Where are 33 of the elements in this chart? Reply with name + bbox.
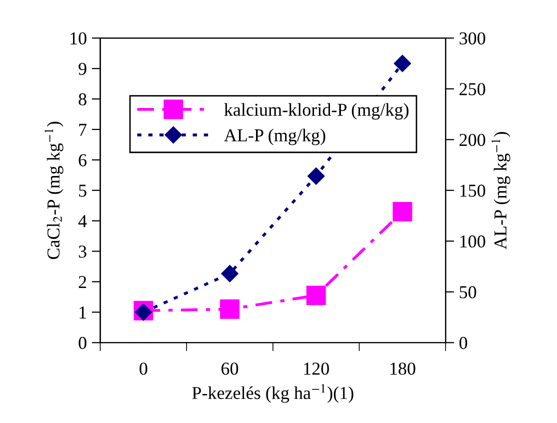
legend-label: kalcium-klorid-P (mg/kg) [224,103,408,120]
point [392,202,412,222]
point [306,286,326,306]
y2-tick-label: 0 [459,336,468,350]
point [220,299,240,319]
x-axis-title: P-kezelés (kg ha$^{−1}$)(1) [192,384,354,403]
point [308,168,325,185]
y-tick-label: 9 [78,62,86,75]
y-tick-label: 7 [79,124,87,136]
x-tick-label: 60 [222,362,238,375]
y2-tick-label: 100 [460,235,486,248]
x-tick-label: 0 [140,362,148,375]
point [221,265,238,282]
y-tick-label: 4 [78,215,87,228]
y-tick-label: 6 [78,154,87,166]
x-tick-label: 120 [304,362,329,375]
y-tick-label: 5 [79,184,86,197]
y2-tick-label: 150 [460,184,486,197]
y-axis-title: CaCl$_{2}$-P (mg kg$^{−1}$) [44,122,64,260]
y-tick-label: 0 [78,336,86,350]
y2-tick-label: 200 [460,134,486,146]
point [394,54,411,72]
y-tick-label: 10 [70,32,86,45]
y2-axis-title: AL-P (mg kg$^{−1}$) [491,132,510,250]
y2-tick-label: 50 [460,286,476,298]
x-tick-label: 180 [390,362,416,375]
legend-label: AL-P (mg/kg) [224,128,326,146]
y-tick-label: 8 [78,93,86,106]
y-tick-label: 2 [78,276,86,288]
y-tick-label: 1 [80,306,86,318]
y2-tick-label: 300 [460,32,486,45]
y-tick-label: 3 [78,246,86,258]
y2-tick-label: 250 [460,83,486,96]
